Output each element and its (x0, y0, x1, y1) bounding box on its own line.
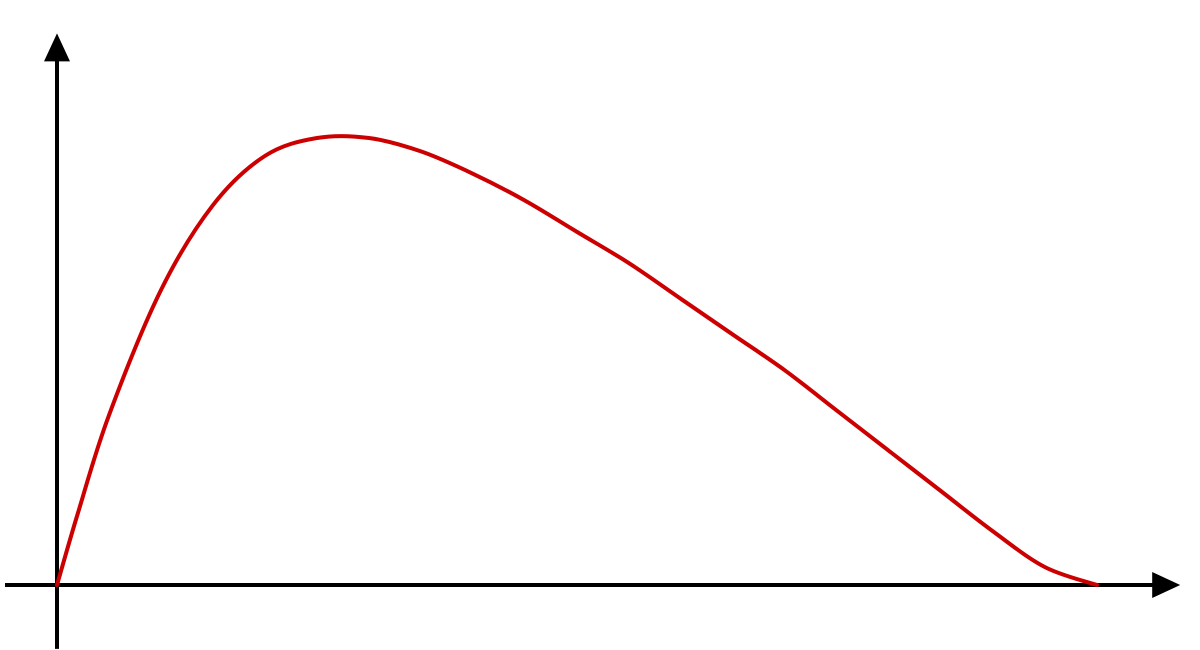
axes (5, 33, 1181, 649)
x-axis-arrowhead (1152, 572, 1181, 598)
series-line-1 (55, 134, 1099, 587)
y-axis-arrowhead (44, 33, 70, 62)
plot-area (55, 134, 1099, 587)
